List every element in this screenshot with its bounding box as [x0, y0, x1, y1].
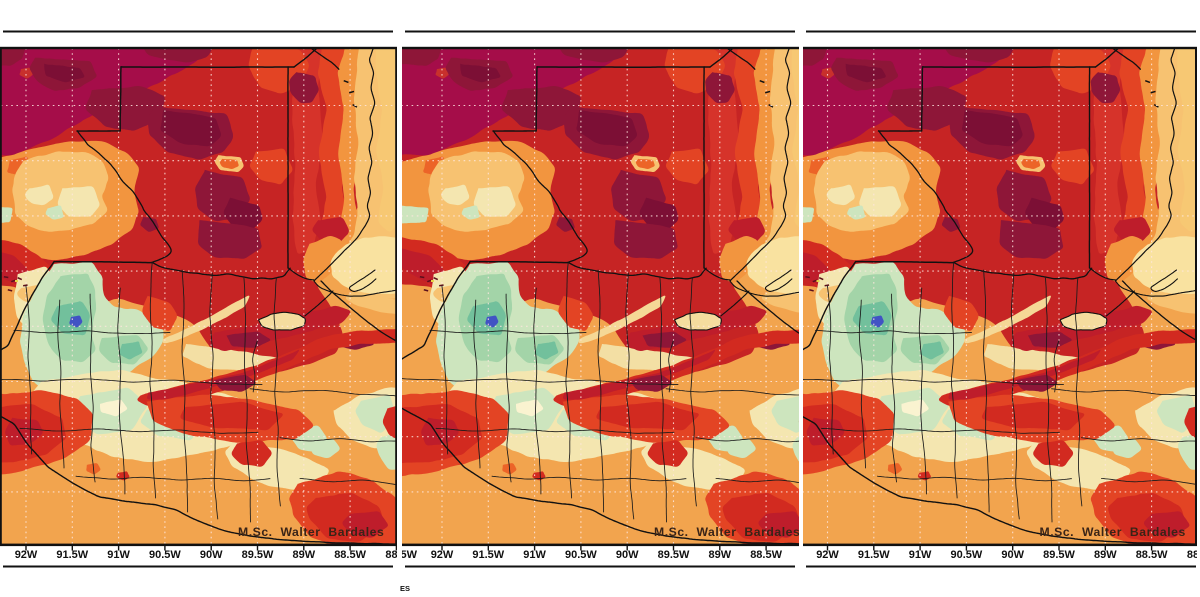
svg-text:91W: 91W — [909, 549, 932, 561]
svg-text:89W: 89W — [1094, 549, 1117, 561]
svg-text:M.Sc. Walter Bardales: M.Sc. Walter Bardales — [654, 525, 799, 539]
svg-text:88.5W: 88.5W — [1136, 549, 1168, 561]
svg-text:M.Sc. Walter Bardales: M.Sc. Walter Bardales — [238, 525, 384, 539]
svg-text:91.5W: 91.5W — [56, 549, 88, 561]
svg-text:90.5W: 90.5W — [149, 549, 181, 561]
svg-text:92W: 92W — [15, 549, 38, 561]
svg-text:90.5W: 90.5W — [565, 549, 597, 561]
svg-text:90W: 90W — [200, 549, 223, 561]
svg-text:88.5W: 88.5W — [750, 549, 782, 561]
svg-text:5W: 5W — [402, 549, 418, 561]
svg-text:92W: 92W — [431, 549, 454, 561]
svg-text:90.5W: 90.5W — [951, 549, 983, 561]
svg-text:92W: 92W — [816, 549, 839, 561]
svg-text:90W: 90W — [1001, 549, 1024, 561]
svg-text:89.5W: 89.5W — [242, 549, 274, 561]
svg-text:89.5W: 89.5W — [658, 549, 690, 561]
svg-text:88: 88 — [385, 549, 397, 561]
svg-text:89.5W: 89.5W — [1043, 549, 1075, 561]
svg-text:88.5W: 88.5W — [334, 549, 366, 561]
svg-text:88: 88 — [1187, 549, 1197, 561]
svg-text:M.Sc. Walter Bardales: M.Sc. Walter Bardales — [1040, 525, 1186, 539]
svg-text:91.5W: 91.5W — [472, 549, 504, 561]
svg-text:89W: 89W — [708, 549, 731, 561]
svg-text:91W: 91W — [107, 549, 130, 561]
svg-text:91W: 91W — [523, 549, 546, 561]
svg-text:89W: 89W — [292, 549, 315, 561]
svg-text:90W: 90W — [616, 549, 639, 561]
svg-text:91.5W: 91.5W — [858, 549, 890, 561]
